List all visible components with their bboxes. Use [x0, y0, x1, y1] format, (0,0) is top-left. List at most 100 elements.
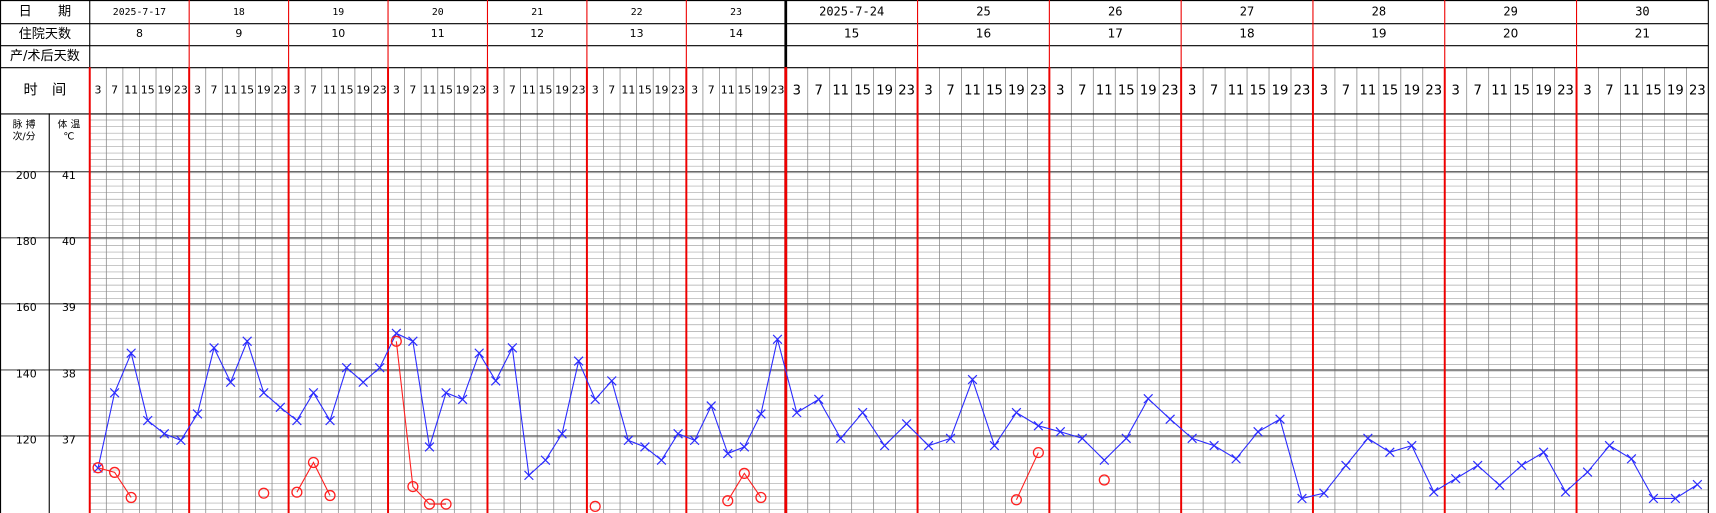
hour: 23: [273, 83, 287, 96]
hour: 3: [793, 83, 801, 98]
marker-x: [640, 442, 650, 452]
y2-tick-label: 38: [62, 367, 76, 380]
hospital-day: 10: [331, 27, 345, 40]
marker-x: [557, 428, 567, 439]
row-label: 时 间: [24, 81, 67, 98]
date: 25: [976, 5, 990, 19]
y2-tick-label: 39: [62, 301, 76, 314]
marker-x: [474, 348, 484, 358]
hour: 7: [815, 83, 823, 98]
series-line: [296, 461, 331, 496]
marker-x: [1033, 420, 1044, 431]
hospital-day: 14: [729, 27, 743, 40]
hospital-day: 21: [1635, 27, 1650, 41]
marker-x: [441, 387, 451, 398]
date: 29: [1503, 5, 1517, 19]
hour: 15: [1381, 83, 1398, 98]
hour: 3: [194, 83, 201, 96]
date: 22: [631, 7, 643, 18]
marker-x: [1209, 440, 1219, 451]
hour: 19: [1272, 83, 1289, 98]
hospital-day: 15: [844, 27, 859, 41]
hospital-day: 18: [1239, 27, 1254, 41]
marker-x: [879, 440, 890, 451]
hour: 3: [293, 83, 300, 96]
marker-o: [307, 456, 320, 469]
marker-x: [457, 394, 468, 405]
hospital-day: 16: [976, 27, 991, 41]
marker-x: [1670, 493, 1681, 504]
hour: 19: [876, 83, 893, 98]
hour: 7: [310, 83, 317, 96]
hour: 11: [224, 83, 238, 96]
marker-o: [407, 480, 419, 493]
hour: 15: [986, 83, 1003, 98]
marker-x: [1582, 467, 1593, 477]
marker-x: [109, 387, 120, 398]
marker-o: [423, 498, 436, 510]
hour: 23: [373, 83, 387, 96]
hour: 15: [1645, 83, 1662, 98]
marker-x: [258, 387, 269, 398]
hour: 3: [393, 83, 400, 96]
marker-x: [1363, 433, 1373, 444]
hour: 23: [1557, 83, 1574, 98]
marker-x: [1275, 414, 1285, 425]
marker-x: [1341, 460, 1351, 471]
marker-x: [967, 374, 978, 385]
y-tick-label: 160: [16, 301, 37, 314]
hour: 3: [1320, 83, 1328, 98]
hour: 7: [111, 83, 118, 96]
hour: 19: [1403, 83, 1420, 98]
marker-x: [689, 435, 700, 446]
hour: 19: [157, 83, 171, 96]
date: 27: [1240, 5, 1254, 19]
marker-x: [989, 440, 1000, 451]
hour: 3: [95, 83, 102, 96]
hour: 19: [555, 83, 569, 96]
hour: 3: [492, 83, 499, 96]
marker-x: [391, 328, 402, 339]
marker-x: [901, 418, 912, 429]
marker-x: [791, 407, 802, 418]
row-label: 日 期: [19, 4, 71, 20]
marker-x: [275, 402, 286, 413]
marker-x: [1648, 493, 1659, 504]
hour: 7: [1078, 83, 1086, 98]
marker-x: [490, 376, 501, 386]
marker-x: [424, 442, 435, 452]
hour: 3: [1188, 83, 1196, 98]
marker-x: [1472, 460, 1483, 471]
marker-x: [142, 415, 153, 426]
y-tick-label: 140: [16, 367, 37, 380]
y2-axis-label: ℃: [63, 131, 74, 142]
hour: 11: [124, 83, 138, 96]
marker-x: [606, 376, 617, 386]
hour: 11: [1228, 83, 1245, 98]
hour: 3: [924, 83, 932, 98]
hour: 15: [638, 83, 652, 96]
marker-x: [540, 455, 551, 465]
hour: 23: [1689, 83, 1706, 98]
marker-x: [656, 455, 667, 465]
marker-x: [835, 433, 846, 444]
marker-x: [1165, 414, 1175, 425]
marker-x: [1231, 454, 1241, 464]
hour: 23: [771, 83, 785, 96]
marker-x: [1450, 473, 1461, 484]
hour: 15: [1118, 83, 1135, 98]
date: 26: [1108, 5, 1122, 19]
hour: 11: [323, 83, 337, 96]
hour: 11: [1096, 83, 1113, 98]
marker-x: [1253, 426, 1263, 437]
marker-o: [440, 498, 452, 510]
hour: 7: [211, 83, 218, 96]
hour: 3: [691, 83, 698, 96]
marker-x: [573, 356, 584, 366]
hour: 11: [832, 83, 849, 98]
hour: 15: [854, 83, 871, 98]
hour: 23: [572, 83, 586, 96]
hour: 15: [1250, 83, 1267, 98]
marker-o: [109, 466, 121, 478]
